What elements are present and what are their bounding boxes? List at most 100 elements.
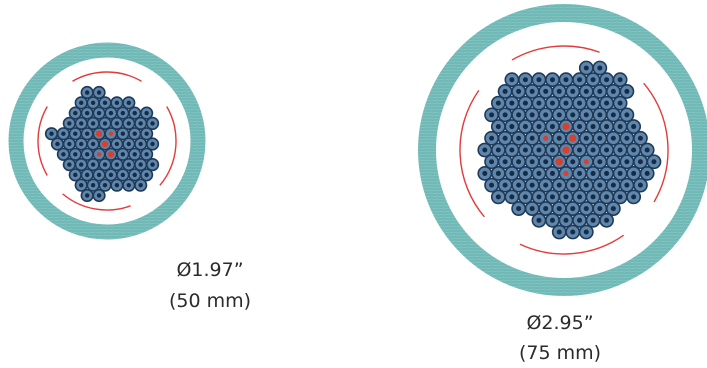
large-fiber xyxy=(599,166,614,181)
large-fiber xyxy=(551,107,567,123)
small-fiber xyxy=(104,127,118,141)
large-fiber xyxy=(545,119,560,134)
large-fiber xyxy=(531,166,547,181)
large-fiber xyxy=(599,72,614,88)
large-fiber xyxy=(585,142,601,158)
large-fiber xyxy=(619,84,635,99)
large-fiber xyxy=(612,166,628,181)
small-diameter-inch-text: Ø1.97” xyxy=(176,259,244,281)
small-fiber xyxy=(44,127,59,141)
large-fiber xyxy=(572,95,587,111)
large-fiber xyxy=(477,142,493,158)
large-fiber xyxy=(578,154,594,170)
large-fiber xyxy=(518,166,533,181)
large-fiber xyxy=(531,189,547,205)
large-fiber xyxy=(524,201,540,216)
large-fiber xyxy=(626,189,642,205)
large-fiber xyxy=(599,212,614,228)
large-fiber xyxy=(572,72,587,88)
large-fiber xyxy=(538,201,554,216)
large-diameter-inch-label: Ø2.95” xyxy=(526,308,593,338)
large-fiber xyxy=(572,166,587,181)
large-fiber xyxy=(599,119,614,134)
large-fiber xyxy=(511,130,527,146)
large-fiber xyxy=(639,166,655,181)
small-fiber xyxy=(92,188,106,203)
large-fiber-bundle xyxy=(477,60,662,240)
large-fiber xyxy=(578,201,594,216)
large-fiber xyxy=(633,154,648,170)
large-fiber xyxy=(592,107,608,123)
small-fiber xyxy=(134,116,148,131)
large-fiber xyxy=(592,130,608,146)
large-fiber xyxy=(545,72,560,88)
small-fiber xyxy=(122,178,136,192)
large-fiber xyxy=(585,72,601,88)
large-fiber xyxy=(558,119,574,134)
large-ripcord-arc xyxy=(511,45,600,61)
large-fiber xyxy=(497,130,513,146)
large-fiber xyxy=(551,201,567,216)
small-fiber xyxy=(116,147,130,161)
large-fiber xyxy=(612,142,628,158)
large-fiber xyxy=(565,107,581,123)
large-fiber xyxy=(551,84,567,99)
small-fiber xyxy=(86,178,100,192)
large-fiber xyxy=(538,130,554,146)
large-fiber xyxy=(484,130,499,146)
large-fiber xyxy=(599,189,614,205)
large-fiber xyxy=(524,154,540,170)
large-fiber xyxy=(490,95,506,111)
small-fiber xyxy=(128,127,142,141)
small-fiber xyxy=(140,168,154,182)
large-fiber xyxy=(605,154,621,170)
large-fiber xyxy=(612,189,628,205)
small-fiber xyxy=(92,85,106,100)
small-fiber xyxy=(116,106,130,120)
large-diameter-mm-label: (75 mm) xyxy=(519,338,601,368)
small-fiber xyxy=(140,106,154,120)
large-fiber xyxy=(592,201,608,216)
large-fiber xyxy=(497,154,513,170)
large-cable-jacket xyxy=(418,4,707,296)
large-fiber xyxy=(538,154,554,170)
large-fiber xyxy=(565,224,581,240)
large-fiber xyxy=(612,119,628,134)
large-fiber xyxy=(558,72,574,88)
large-fiber xyxy=(518,119,533,134)
large-fiber xyxy=(545,95,560,111)
large-fiber xyxy=(592,60,608,76)
large-fiber xyxy=(619,154,635,170)
large-fiber xyxy=(639,142,655,158)
large-fiber xyxy=(572,212,587,228)
small-fiber xyxy=(104,147,118,161)
small-diameter-mm-label: (50 mm) xyxy=(169,286,251,316)
large-fiber xyxy=(572,142,587,158)
large-fiber xyxy=(646,154,662,170)
large-fiber xyxy=(524,84,540,99)
large-fiber xyxy=(565,201,581,216)
large-fiber xyxy=(477,166,493,181)
large-fiber xyxy=(605,201,621,216)
large-fiber xyxy=(592,84,608,99)
small-fiber xyxy=(122,96,136,110)
small-ripcord-arc xyxy=(159,106,177,186)
large-fiber xyxy=(578,130,594,146)
large-fiber xyxy=(558,212,574,228)
large-fiber xyxy=(558,95,574,111)
large-fiber xyxy=(578,177,594,193)
large-fiber xyxy=(626,166,642,181)
large-fiber xyxy=(538,84,554,99)
large-fiber xyxy=(626,119,642,134)
large-fiber xyxy=(538,177,554,193)
large-fiber xyxy=(605,107,621,123)
small-fiber xyxy=(68,168,82,182)
large-fiber xyxy=(511,107,527,123)
small-fiber xyxy=(140,147,154,161)
small-fiber xyxy=(128,168,142,182)
large-fiber xyxy=(605,84,621,99)
large-fiber xyxy=(599,95,614,111)
small-fiber xyxy=(140,127,154,141)
small-fiber xyxy=(110,157,124,172)
large-fiber xyxy=(626,142,642,158)
